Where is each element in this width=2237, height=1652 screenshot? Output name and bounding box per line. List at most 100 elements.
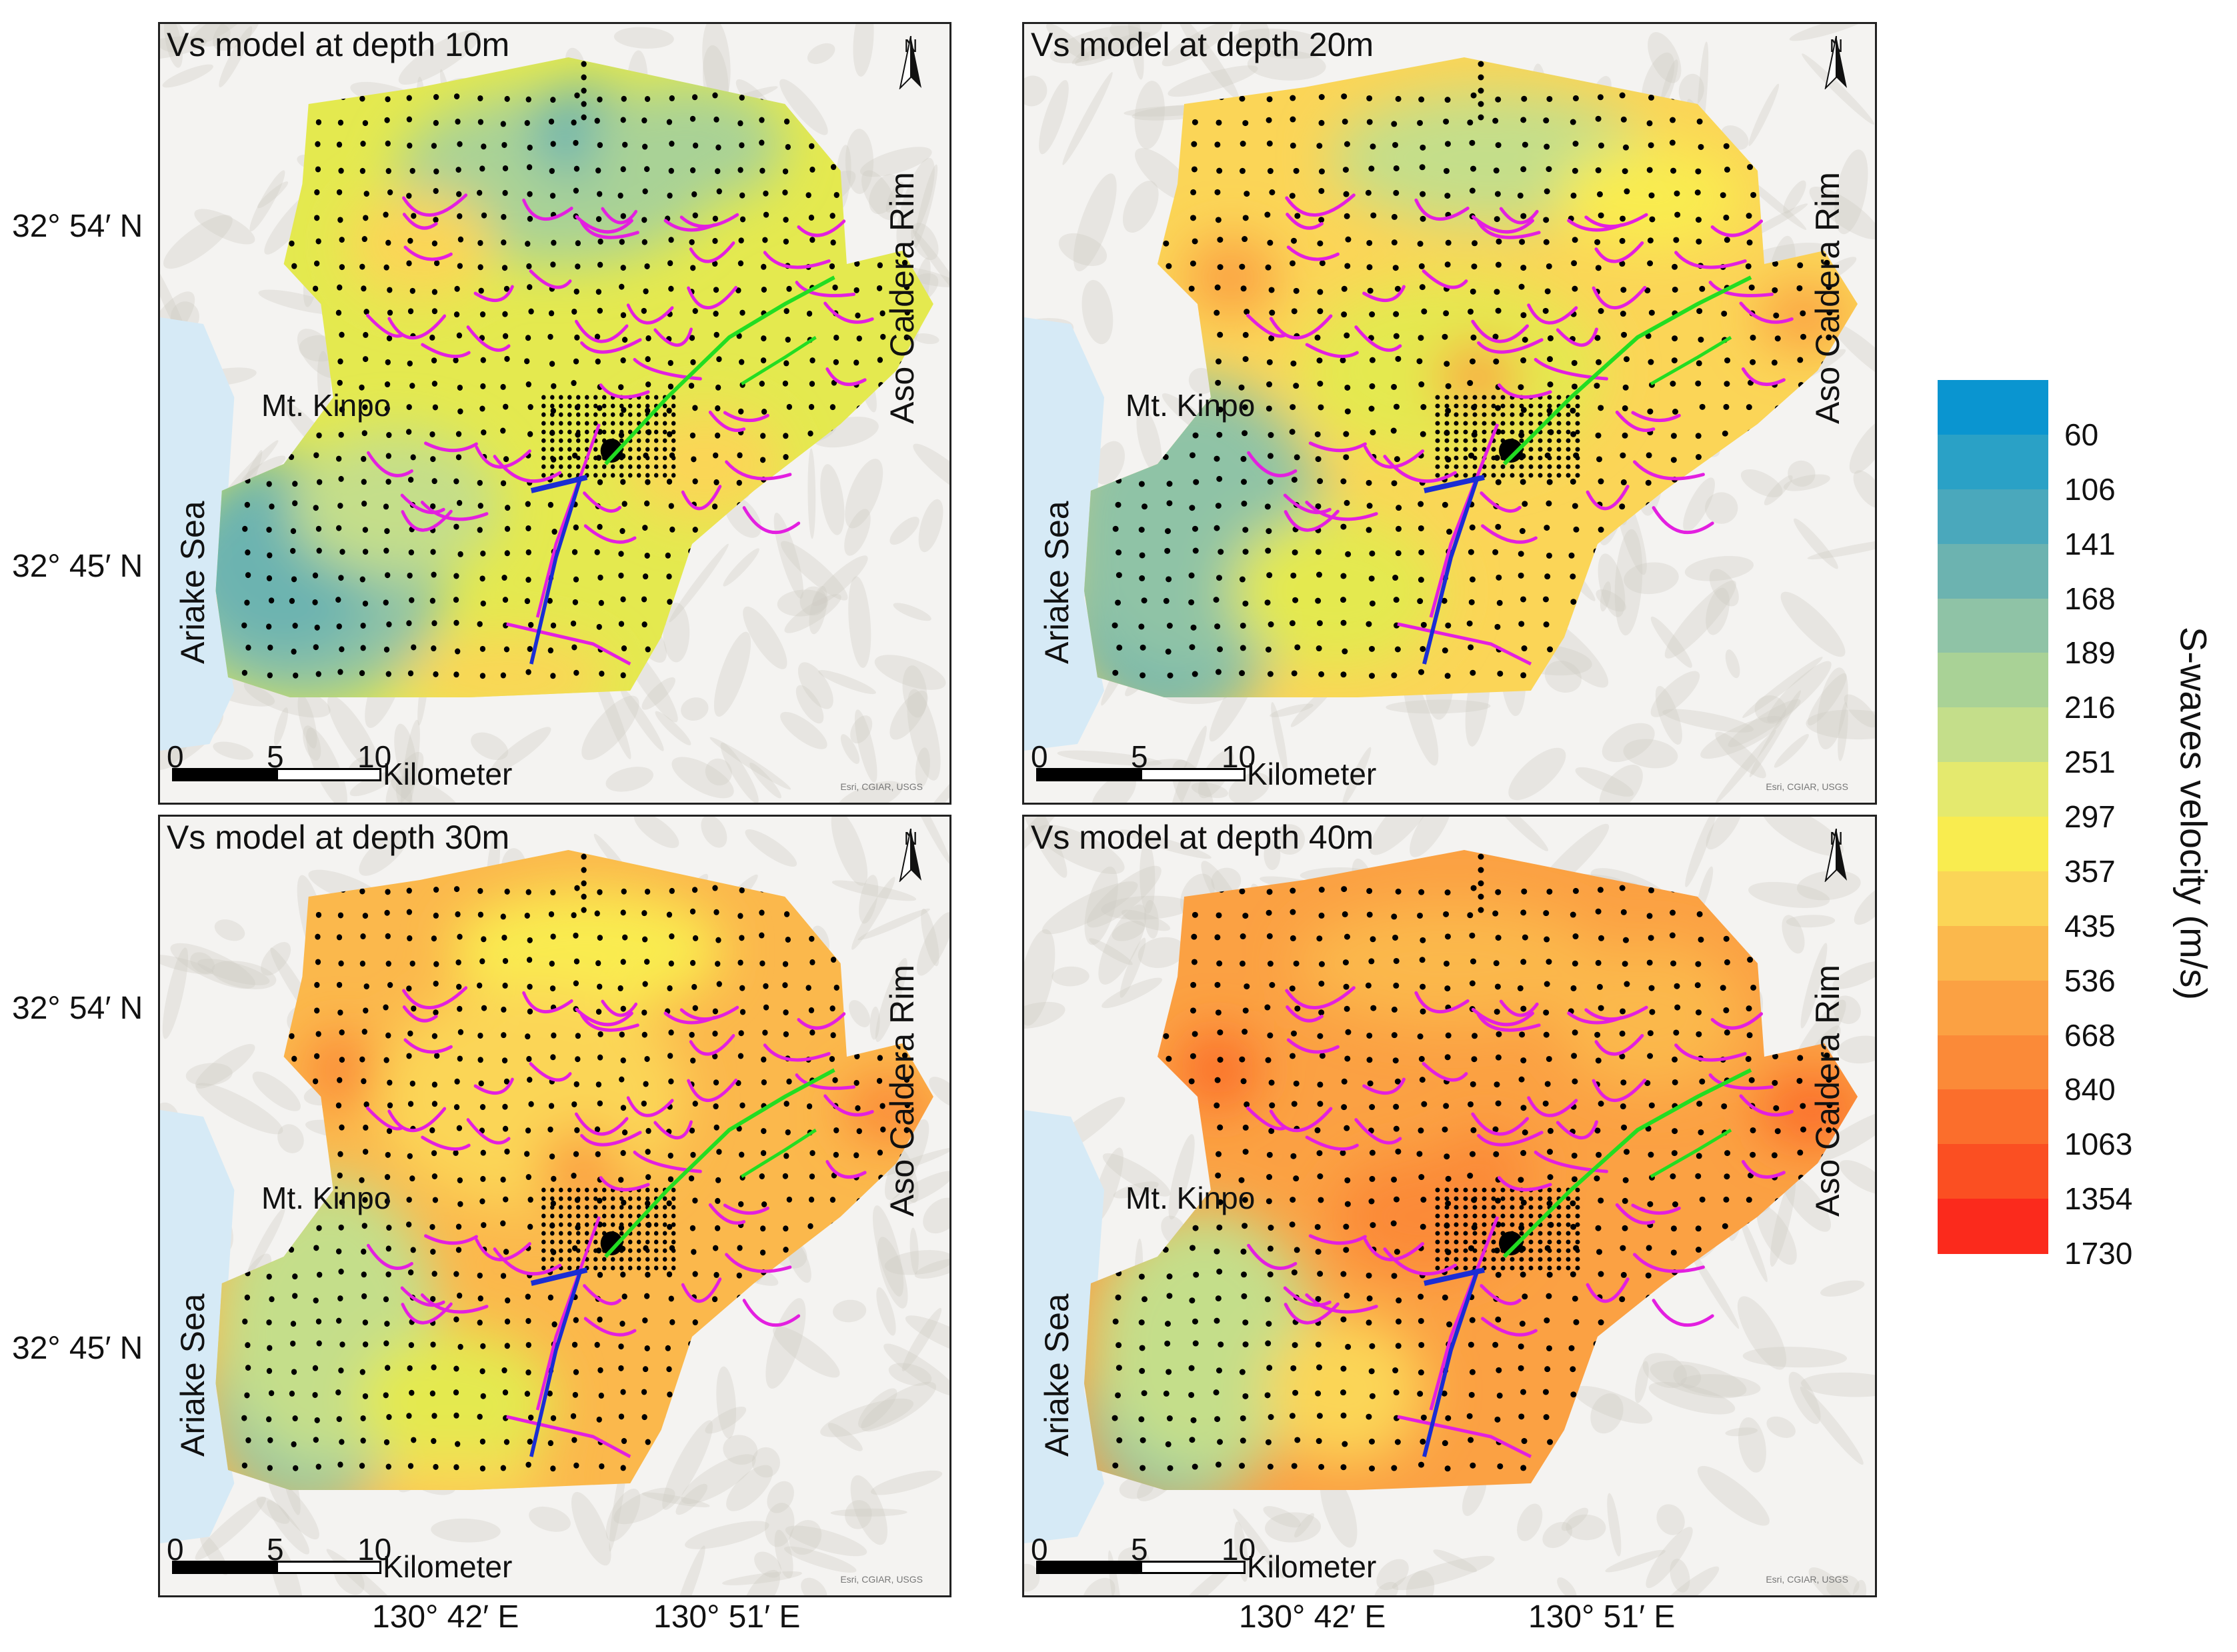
map-canvas [160, 817, 949, 1595]
north-arrow: N [1823, 36, 1850, 116]
scale-bar-white [276, 768, 381, 781]
panel-title: Vs model at depth 10m [167, 26, 510, 63]
scale-tick-0: 0 [167, 1532, 184, 1567]
lat-label-bottom: 32° 45′ N [12, 1331, 143, 1366]
map-credit: Esri, CGIAR, USGS [840, 781, 923, 792]
mt-kinpo-label: Mt. Kinpo [261, 1181, 391, 1215]
north-arrow: N [897, 36, 924, 116]
north-arrow: N [1823, 829, 1850, 909]
legend-swatch [1938, 762, 2048, 817]
scale-bar: 0 5 10 Kilometer [167, 1522, 545, 1584]
lat-label-top: 32° 45′ N [12, 549, 143, 584]
legend-swatch [1938, 434, 2048, 490]
legend-value: 216 [2064, 690, 2116, 725]
scale-bar: 0 5 10 Kilometer [1031, 1522, 1410, 1584]
scale-tick-10: 10 [357, 1532, 392, 1567]
map-panel-depth-40m: Vs model at depth 40m N Mt. Kinpo Ariake… [1022, 815, 1877, 1597]
velocity-legend: 60 106 141 168 189 216 251 297 357 435 536 668 840 10… [1938, 380, 2132, 1269]
legend-value: 141 [2064, 526, 2116, 561]
legend-value: 435 [2064, 908, 2116, 943]
legend-swatch [1938, 980, 2048, 1036]
legend-swatch [1938, 871, 2048, 927]
scale-tick-5: 5 [267, 1532, 284, 1567]
scale-tick-5: 5 [267, 739, 284, 774]
legend-value: 840 [2064, 1072, 2116, 1107]
map-canvas [1024, 24, 1875, 803]
aso-caldera-rim-label: Aso Caldera Rim [883, 965, 921, 1217]
lon-label: 130° 42′ E [1239, 1599, 1386, 1635]
legend-swatch [1938, 707, 2048, 763]
legend-value: 60 [2064, 417, 2099, 452]
panel-title: Vs model at depth 30m [167, 819, 510, 856]
scale-bar: 0 5 10 Kilometer [1031, 729, 1410, 791]
scale-bar-white [1140, 768, 1246, 781]
map-canvas [160, 24, 949, 803]
north-arrow-icon [899, 36, 921, 89]
legend-value: 357 [2064, 853, 2116, 889]
aso-caldera-rim-label: Aso Caldera Rim [883, 172, 921, 424]
lon-label: 130° 51′ E [653, 1599, 801, 1635]
ariake-sea-label: Ariake Sea [1038, 1293, 1075, 1457]
map-canvas [1024, 817, 1875, 1595]
legend-value: 1354 [2064, 1181, 2133, 1217]
map-panel-depth-30m: Vs model at depth 30m N Mt. Kinpo Ariake… [158, 815, 951, 1597]
scale-bar-black [1036, 1561, 1144, 1574]
map-panel-depth-20m: Vs model at depth 20m N Mt. Kinpo Ariake… [1022, 22, 1877, 805]
lat-label-top: 32° 54′ N [12, 209, 143, 244]
lon-label: 130° 42′ E [372, 1599, 519, 1635]
legend-title: S-waves velocity (m/s) [2172, 626, 2215, 1001]
panel-title: Vs model at depth 40m [1031, 819, 1374, 856]
scale-tick-0: 0 [1031, 739, 1048, 774]
map-credit: Esri, CGIAR, USGS [1766, 781, 1848, 792]
scale-unit: Kilometer [1247, 1549, 1377, 1584]
north-arrow-icon [1824, 829, 1847, 882]
aso-caldera-rim-label: Aso Caldera Rim [1809, 965, 1846, 1217]
scale-bar-white [276, 1561, 381, 1574]
ariake-sea-label: Ariake Sea [1038, 501, 1075, 664]
ariake-sea-label: Ariake Sea [174, 501, 211, 664]
mt-kinpo-label: Mt. Kinpo [1126, 1181, 1256, 1215]
map-credit: Esri, CGIAR, USGS [840, 1574, 923, 1585]
scale-bar: 0 5 10 Kilometer [167, 729, 545, 791]
north-arrow-icon [899, 829, 921, 882]
legend-swatch [1938, 1144, 2048, 1200]
legend-swatch [1938, 817, 2048, 872]
legend-swatch [1938, 489, 2048, 545]
scale-tick-10: 10 [1222, 1532, 1256, 1567]
scale-unit: Kilometer [1247, 757, 1377, 791]
legend-swatch [1938, 380, 2048, 435]
mt-kinpo-label: Mt. Kinpo [261, 388, 391, 423]
legend-swatch [1938, 925, 2048, 981]
lat-label-bottom: 32° 54′ N [12, 991, 143, 1026]
scale-unit: Kilometer [383, 757, 513, 791]
scale-tick-5: 5 [1131, 1532, 1148, 1567]
scale-bar-black [172, 1561, 280, 1574]
scale-tick-10: 10 [357, 739, 392, 774]
legend-value: 1730 [2064, 1236, 2133, 1271]
legend-swatch [1938, 1035, 2048, 1091]
legend-swatch [1938, 598, 2048, 654]
legend-swatch [1938, 543, 2048, 599]
mt-kinpo-label: Mt. Kinpo [1126, 388, 1256, 423]
legend-value: 1063 [2064, 1127, 2133, 1162]
scale-tick-5: 5 [1131, 739, 1148, 774]
legend-value: 106 [2064, 471, 2116, 507]
lon-label: 130° 51′ E [1528, 1599, 1676, 1635]
legend-value: 168 [2064, 581, 2116, 616]
legend-value: 251 [2064, 745, 2116, 780]
scale-tick-0: 0 [1031, 1532, 1048, 1567]
north-arrow: N [897, 829, 924, 909]
map-panel-depth-10m: Vs model at depth 10m N Mt. Kinpo Ariake… [158, 22, 951, 805]
scale-unit: Kilometer [383, 1549, 513, 1584]
scale-bar-black [172, 768, 280, 781]
legend-swatch [1938, 1199, 2048, 1254]
legend-value: 297 [2064, 799, 2116, 834]
legend-value: 536 [2064, 963, 2116, 998]
scale-tick-0: 0 [167, 739, 184, 774]
panel-title: Vs model at depth 20m [1031, 26, 1374, 63]
scale-bar-black [1036, 768, 1144, 781]
legend-swatch [1938, 653, 2048, 709]
aso-caldera-rim-label: Aso Caldera Rim [1809, 172, 1846, 424]
map-credit: Esri, CGIAR, USGS [1766, 1574, 1848, 1585]
legend-value: 668 [2064, 1017, 2116, 1053]
